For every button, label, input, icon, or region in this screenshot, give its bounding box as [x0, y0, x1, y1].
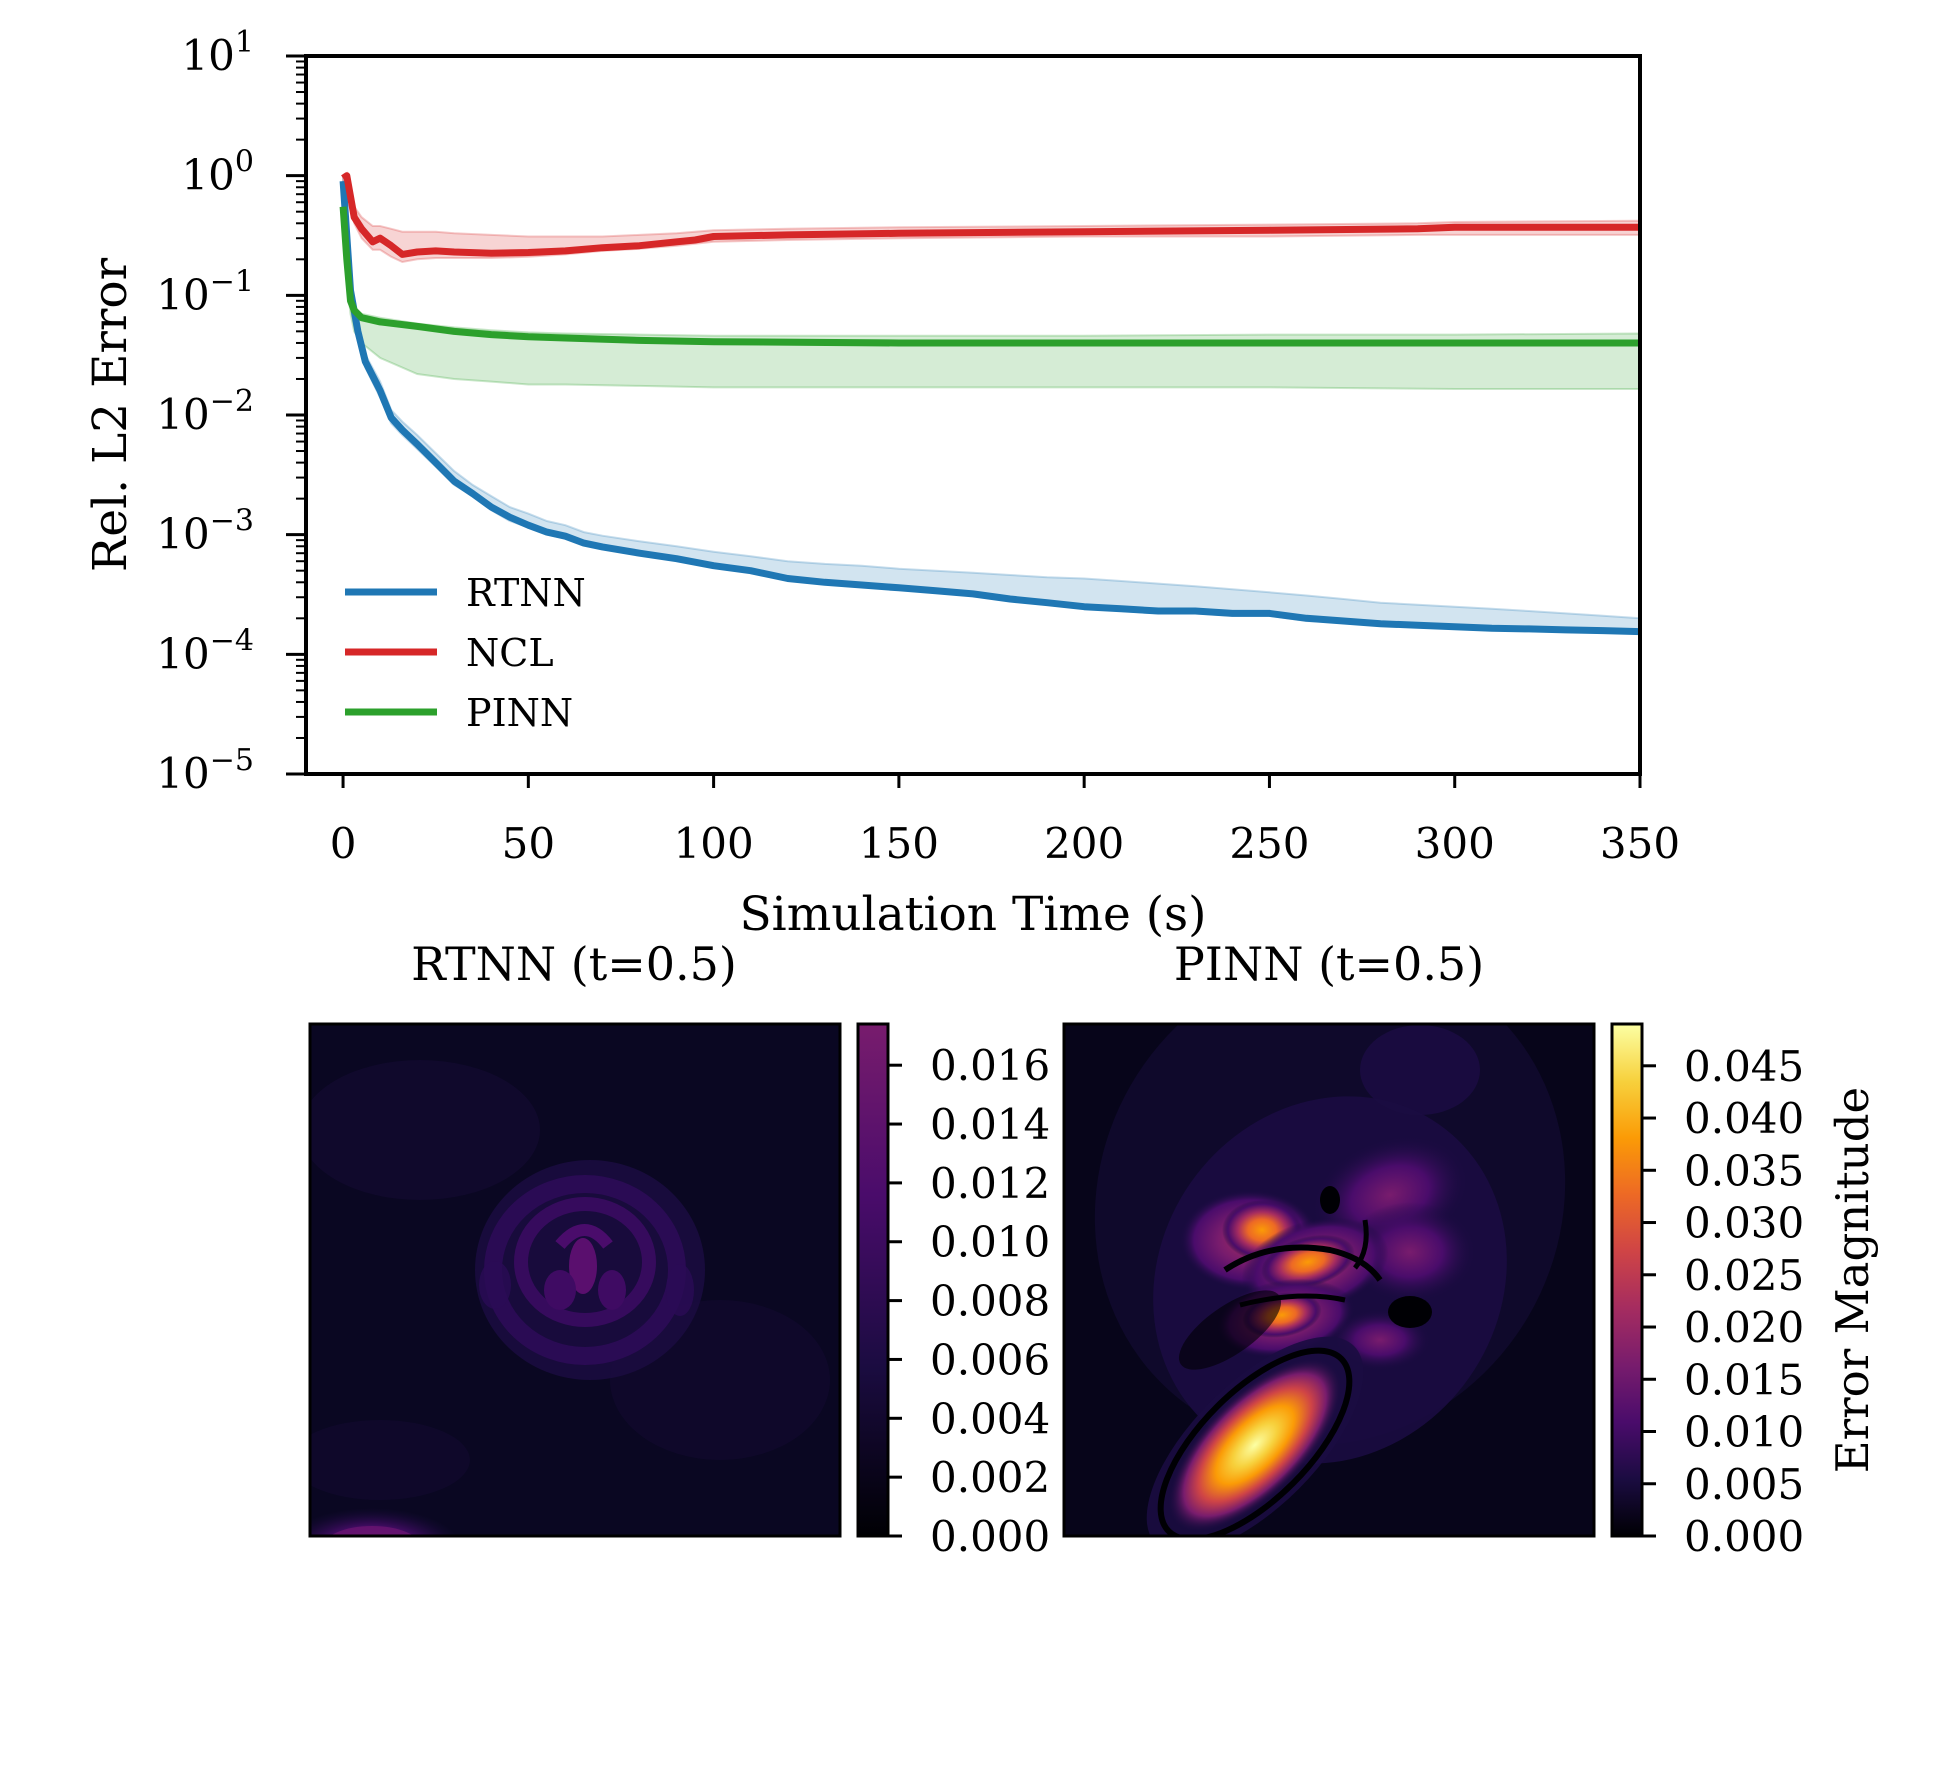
y-tick-label: 10−5 [156, 743, 254, 798]
colorbar-tick-label: 0.025 [1684, 1251, 1804, 1300]
colorbar-tick-label: 0.020 [1684, 1303, 1804, 1352]
pinn-colorbar-label: Error Magnitude [1826, 1087, 1879, 1473]
pinn-colorbar: 0.0000.0050.0100.0150.0200.0250.0300.035… [1610, 1022, 1879, 1561]
pinn-colorbar-ticks: 0.0000.0050.0100.0150.0200.0250.0300.035… [1642, 1042, 1804, 1561]
x-tick-label: 300 [1415, 819, 1495, 868]
x-tick-label: 350 [1600, 819, 1680, 868]
x-axis-ticks: 0 50 100 150 200 250 300 350 [330, 774, 1680, 868]
pinn-heatmap-title: PINN (t=0.5) [1174, 937, 1484, 991]
colorbar-tick-label: 0.002 [930, 1453, 1050, 1502]
colorbar-tick-label: 0.035 [1684, 1146, 1804, 1195]
colorbar-tick-label: 0.014 [930, 1100, 1050, 1149]
rtnn-heatmap-image [310, 1024, 840, 1536]
confidence-bands [342, 171, 1640, 635]
colorbar-tick-label: 0.006 [930, 1335, 1050, 1384]
rtnn-heatmap-title: RTNN (t=0.5) [411, 937, 737, 991]
pinn-colorbar-fill [1610, 1022, 1644, 1538]
x-tick-label: 50 [502, 819, 555, 868]
rtnn-legend-label: RTNN [466, 571, 586, 615]
colorbar-tick-label: 0.015 [1684, 1355, 1804, 1404]
series-lines [339, 172, 1640, 636]
y-tick-label: 10−2 [156, 384, 254, 439]
x-tick-label: 200 [1044, 819, 1124, 868]
colorbar-tick-label: 0.010 [1684, 1408, 1804, 1457]
x-tick-label: 150 [859, 819, 939, 868]
colorbar-tick-label: 0.010 [930, 1218, 1050, 1267]
ncl-legend-label: NCL [466, 631, 554, 675]
error-line-chart: 0 50 100 150 200 250 300 350 101 100 10−1 10−2 10−3… [83, 25, 1680, 942]
rtnn-colorbar-ticks: 0.000 0.002 0.004 0.006 0.008 0.010 0.012 0.014… [888, 1041, 1050, 1561]
y-tick-label: 10−4 [156, 623, 254, 678]
x-tick-label: 250 [1229, 819, 1309, 868]
pinn-legend-label: PINN [466, 691, 573, 735]
y-axis-ticks: 101 100 10−1 10−2 10−3 10−4 10−5 [156, 25, 306, 798]
colorbar-tick-label: 0.008 [930, 1277, 1050, 1326]
y-tick-label: 10−3 [156, 504, 254, 559]
colorbar-tick-label: 0.000 [930, 1512, 1050, 1561]
rtnn-heatmap: RTNN (t=0.5) 0.0000.0020.0040.0060.0080.… [308, 937, 1050, 1561]
pinn-heatmap-image [1064, 1024, 1594, 1536]
rtnn-colorbar-fill [856, 1022, 890, 1538]
y-tick-label: 100 [181, 145, 254, 200]
colorbar-tick-label: 0.012 [930, 1159, 1050, 1208]
x-tick-label: 0 [330, 819, 357, 868]
pinn-heatmap-frame [1062, 1022, 1596, 1538]
colorbar-tick-label: 0.045 [1684, 1042, 1804, 1091]
y-tick-label: 10−1 [156, 264, 254, 319]
rtnn-heatmap-frame [308, 1022, 842, 1538]
rtnn-series-line [339, 180, 1640, 636]
colorbar-tick-label: 0.030 [1684, 1199, 1804, 1248]
colorbar-tick-label: 0.004 [930, 1394, 1050, 1443]
legend: RTNN NCL PINN [345, 571, 586, 735]
colorbar-tick-label: 0.016 [930, 1041, 1050, 1090]
pinn-series-line [339, 206, 1640, 347]
pinn-heatmap: PINN (t=0.5) [1062, 937, 1879, 1561]
rtnn-colorbar: 0.000 0.002 0.004 0.006 0.008 0.010 0.012 0.014… [856, 1022, 1050, 1561]
colorbar-tick-label: 0.040 [1684, 1094, 1804, 1143]
ncl-series-line [341, 172, 1640, 258]
y-tick-label: 101 [181, 25, 254, 80]
colorbar-tick-label: 0.005 [1684, 1460, 1804, 1509]
colorbar-tick-label: 0.000 [1684, 1512, 1804, 1561]
y-axis-label: Rel. L2 Error [83, 257, 138, 572]
x-axis-label: Simulation Time (s) [739, 887, 1206, 942]
x-tick-label: 100 [674, 819, 754, 868]
